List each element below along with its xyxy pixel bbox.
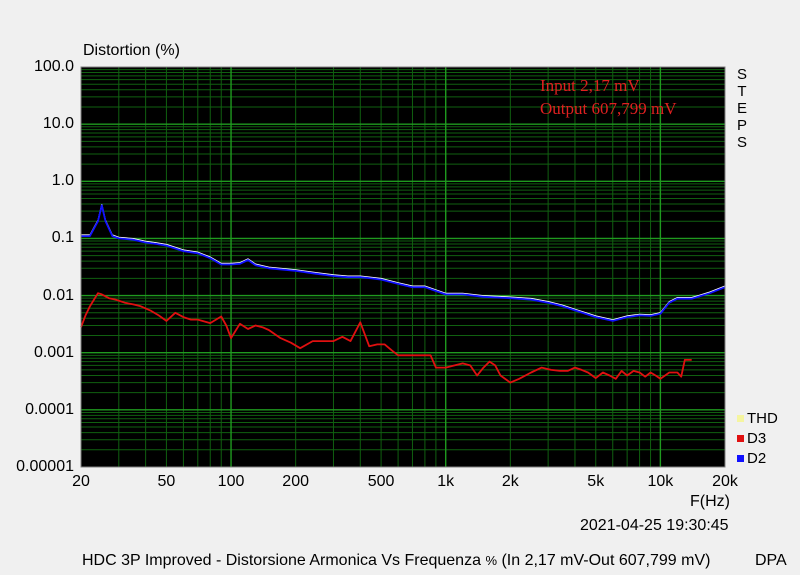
- steps-letter: E: [736, 100, 747, 117]
- y-tick-label: 0.1: [51, 229, 74, 247]
- steps-letter: S: [736, 66, 747, 83]
- major-grid: [81, 67, 725, 467]
- timestamp: 2021-04-25 19:30:45: [580, 517, 729, 534]
- legend-swatch-d3: [737, 435, 744, 442]
- steps-letter: T: [737, 83, 747, 100]
- caption: HDC 3P Improved - Distorsione Armonica V…: [82, 552, 710, 570]
- legend-item-d2: D2: [737, 450, 766, 467]
- plot-frame: [80, 66, 726, 468]
- x-tick-label: 5k: [587, 473, 605, 490]
- caption-tail: (In 2,17 mV-Out 607,799 mV): [501, 552, 711, 569]
- legend-item-thd: THD: [737, 410, 778, 427]
- caption-main: HDC 3P Improved - Distorsione Armonica V…: [82, 552, 481, 569]
- output-annotation: Output 607,799 mV: [540, 99, 677, 118]
- input-annotation: Input 2,17 mV: [540, 76, 640, 95]
- y-tick-label: 0.00001: [16, 458, 74, 475]
- plot-background: [81, 67, 725, 467]
- y-tick-label: 1.0: [51, 172, 74, 190]
- y-tick-label: 0.0001: [25, 400, 74, 418]
- caption-unit: %: [485, 553, 497, 568]
- steps-letter: S: [736, 134, 747, 151]
- series-d3-line: [80, 292, 692, 384]
- y-tick-label: 0.001: [33, 343, 74, 361]
- minor-grid: [81, 67, 725, 467]
- x-tick-label: 200: [282, 473, 309, 490]
- x-axis-title: F(Hz): [690, 493, 730, 510]
- legend-item-d3: D3: [737, 430, 766, 447]
- legend-label-d2: D2: [747, 450, 767, 467]
- legend-label-thd: THD: [747, 410, 778, 427]
- chart-title: Distortion (%): [83, 42, 180, 59]
- brand-label: DPA: [755, 552, 787, 569]
- x-tick-label: 500: [367, 473, 395, 490]
- y-tick-label: 0.01: [42, 286, 74, 304]
- x-tick-label: 100: [217, 473, 245, 490]
- legend-label-d3: D3: [747, 430, 767, 447]
- x-tick-label: 10k: [647, 473, 674, 490]
- series-d2-highlight: [81, 203, 726, 321]
- y-tick-label: 10.0: [42, 115, 74, 133]
- x-tick-label: 1k: [437, 473, 455, 490]
- legend-swatch-thd: [737, 415, 744, 422]
- y-tick-label: 100.0: [33, 58, 74, 75]
- steps-letter: P: [736, 117, 747, 134]
- steps-label: S T E P S: [736, 66, 748, 151]
- series-layer: [80, 203, 726, 384]
- x-tick-label: 2k: [501, 473, 519, 490]
- x-tick-label: 20: [72, 473, 90, 490]
- x-tick-label: 50: [157, 473, 176, 490]
- legend-swatch-d2: [737, 455, 744, 462]
- x-tick-label: 20k: [712, 473, 738, 490]
- series-d2-line: [81, 204, 726, 322]
